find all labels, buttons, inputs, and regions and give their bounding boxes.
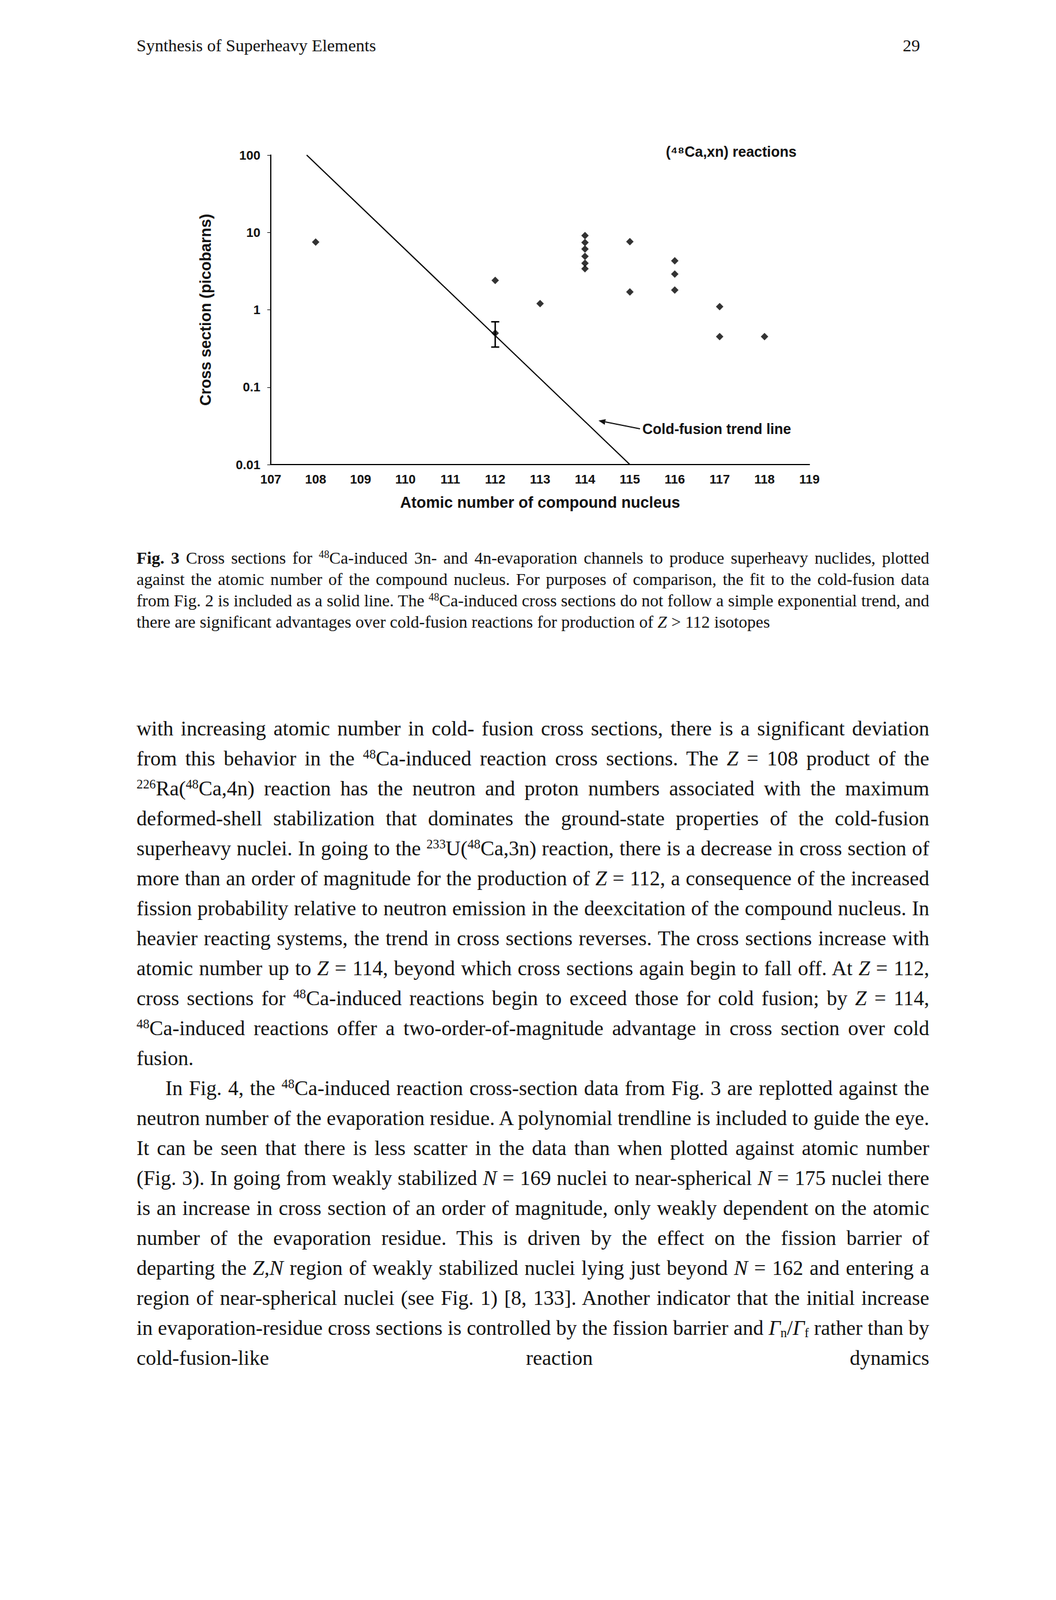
html-text:226Ra(48Ca,4n) reaction has th: 226Ra(48Ca,4n) reaction has the neutron … (136, 776, 930, 1010)
svg-text:118: 118 (754, 471, 775, 487)
svg-text:111: 111 (440, 471, 461, 487)
svg-text:Cold-fusion trend line: Cold-fusion trend line (642, 420, 791, 437)
svg-text:107: 107 (260, 471, 282, 487)
html-text:29: 29 (902, 35, 921, 55)
svg-text:0.1: 0.1 (242, 379, 261, 395)
html-text:Synthesis of Superheavy Elemen: Synthesis of Superheavy Elements (136, 35, 377, 55)
svg-text:110: 110 (395, 471, 416, 487)
svg-text:115: 115 (619, 471, 641, 487)
svg-text:119: 119 (799, 471, 820, 487)
svg-text:1: 1 (253, 302, 261, 317)
svg-text:117: 117 (709, 471, 730, 487)
svg-text:0.01: 0.01 (235, 457, 261, 472)
svg-text:116: 116 (664, 471, 686, 487)
svg-text:109: 109 (349, 471, 372, 487)
svg-text:100: 100 (239, 148, 261, 163)
svg-text:113: 113 (530, 471, 551, 487)
svg-text:108: 108 (305, 471, 327, 487)
html-text:Fig. 3 Cross sections for48Ca-: Fig. 3 Cross sections for48Ca-induced 3n… (136, 548, 930, 631)
html-text:In Fig. 4, the48Ca-induced rea: In Fig. 4, the48Ca-induced reaction cros… (136, 1075, 930, 1369)
svg-text:114: 114 (574, 471, 596, 487)
svg-text:112: 112 (485, 471, 506, 487)
svg-text:Cross section (picobarns): Cross section (picobarns) (197, 213, 215, 406)
svg-text:10: 10 (246, 225, 261, 240)
svg-text:Atomic number of compound nucl: Atomic number of compound nucleus (399, 493, 680, 512)
html-text:with increasing atomic number: with increasing atomic number in cold- f… (136, 716, 930, 770)
html-text:48Ca-induced reactions offer a: 48Ca-induced reactions offer a two-order… (136, 1016, 930, 1070)
svg-text:(⁴⁸Ca,xn) reactions: (⁴⁸Ca,xn) reactions (665, 143, 797, 160)
